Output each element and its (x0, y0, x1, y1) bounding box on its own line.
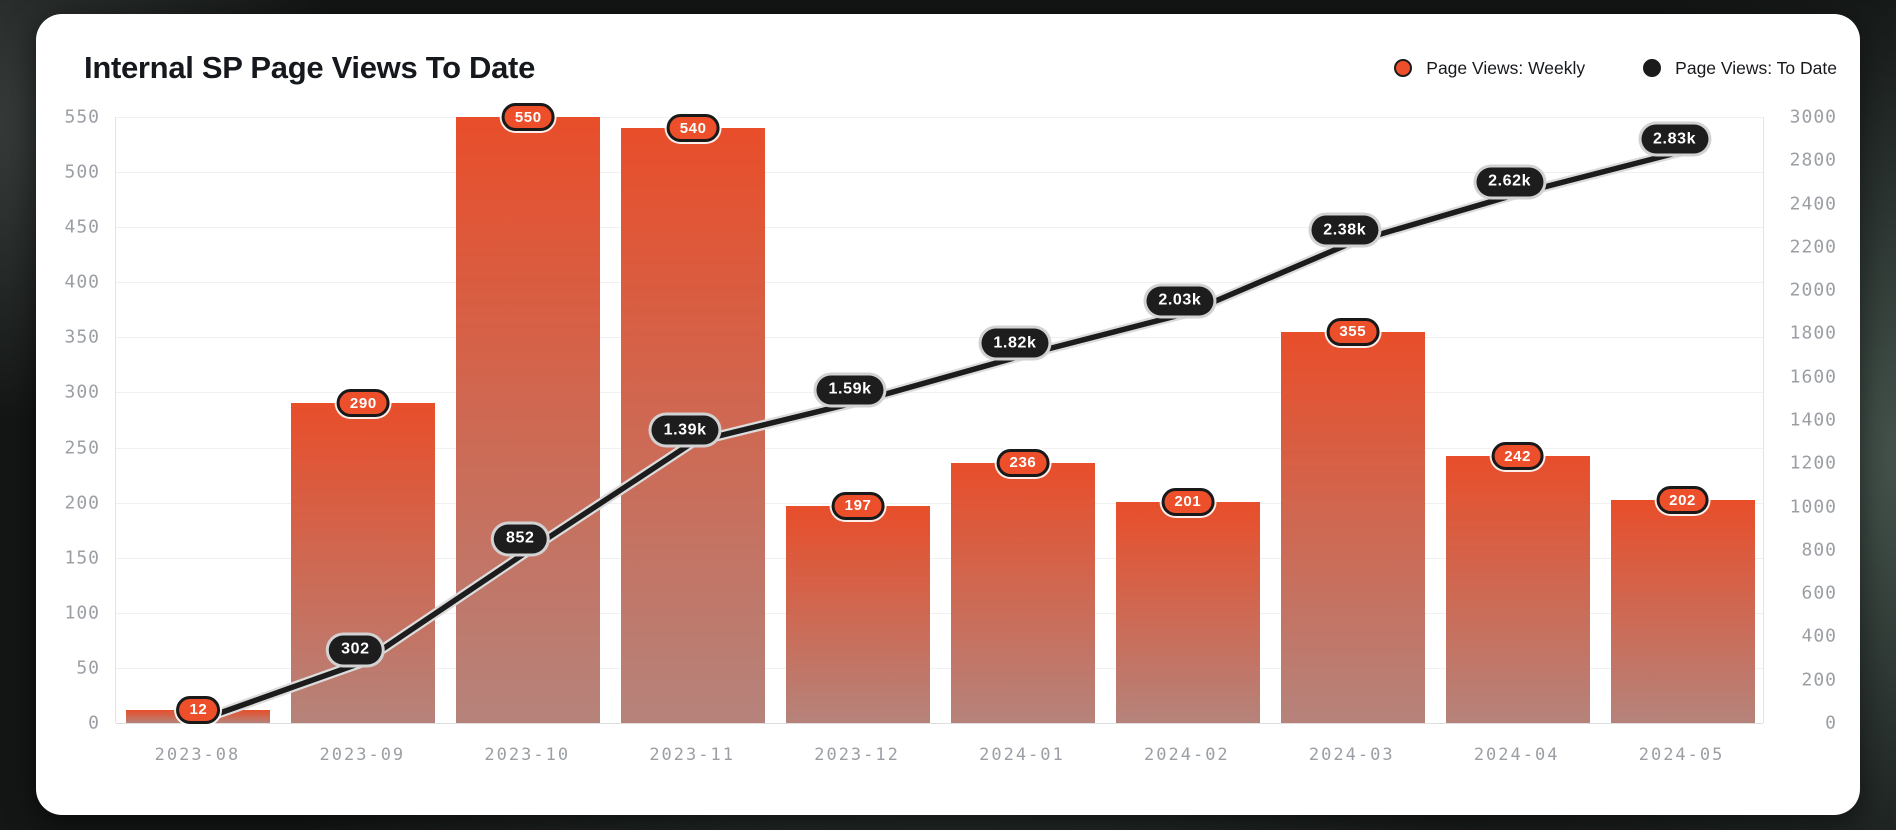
left-axis-tick: 550 (64, 106, 100, 128)
line-point-badge: 2.03k (1146, 286, 1214, 316)
chart-card: Internal SP Page Views To Date Page View… (36, 14, 1860, 815)
left-axis-tick: 350 (64, 326, 100, 348)
legend-item-todate[interactable]: Page Views: To Date (1643, 58, 1837, 79)
right-axis-tick: 400 (1801, 625, 1837, 647)
right-axis-tick: 2200 (1789, 236, 1837, 258)
right-axis-tick: 1800 (1789, 322, 1837, 344)
right-axis-tick: 2400 (1789, 193, 1837, 215)
right-axis-tick: 200 (1801, 669, 1837, 691)
bar-2024-02[interactable] (1115, 501, 1260, 723)
bar-2024-03[interactable] (1280, 331, 1425, 723)
legend-item-weekly[interactable]: Page Views: Weekly (1394, 58, 1585, 79)
bar-value-badge: 236 (996, 448, 1050, 477)
left-axis-tick: 300 (64, 381, 100, 403)
left-axis-tick: 450 (64, 216, 100, 238)
right-axis-tick: 2000 (1789, 279, 1837, 301)
bar-value-badge: 12 (176, 695, 221, 724)
line-point-badge: 1.82k (981, 328, 1049, 358)
left-axis-tick: 100 (64, 602, 100, 624)
right-axis-tick: 1000 (1789, 496, 1837, 518)
x-axis-tick: 2024-03 (1308, 745, 1395, 765)
chart-area: 550 500 450 400 350 300 250 200 150 100 50 0 3000 28… (36, 14, 1860, 815)
chart-header: Internal SP Page Views To Date Page View… (60, 44, 1837, 92)
x-axis-tick: 2024-05 (1638, 745, 1725, 765)
left-axis-tick: 500 (64, 161, 100, 183)
right-axis-tick: 1200 (1789, 452, 1837, 474)
x-axis-tick: 2023-09 (319, 745, 406, 765)
x-axis-tick: 2023-10 (484, 745, 571, 765)
line-point-badge: 2.83k (1641, 124, 1709, 154)
bar-value-badge: 201 (1161, 487, 1215, 516)
left-axis-tick: 250 (64, 437, 100, 459)
x-axis-tick: 2024-04 (1473, 745, 1560, 765)
right-axis-tick: 2800 (1789, 149, 1837, 171)
line-point-badge: 1.59k (816, 375, 884, 405)
bar-value-badge: 202 (1656, 486, 1709, 515)
bar-2024-04[interactable] (1445, 456, 1590, 723)
bar-value-badge: 197 (831, 491, 885, 520)
right-axis-tick: 600 (1801, 582, 1837, 604)
gridline (116, 282, 1763, 284)
chart-title: Internal SP Page Views To Date (84, 50, 536, 85)
bar-value-badge: 355 (1326, 317, 1380, 346)
right-axis-tick: 800 (1801, 539, 1837, 561)
right-axis-tick: 1400 (1789, 409, 1837, 431)
bar-2024-05[interactable] (1610, 500, 1755, 723)
line-point-badge: 302 (329, 635, 382, 665)
right-axis-tick: 3000 (1789, 106, 1837, 128)
left-axis-tick: 200 (64, 492, 100, 514)
bar-value-badge: 290 (336, 389, 390, 418)
right-axis-tick: 0 (1825, 712, 1837, 734)
line-point-badge: 2.62k (1476, 167, 1544, 197)
legend: Page Views: Weekly Page Views: To Date (1394, 58, 1837, 79)
x-axis-tick: 2024-01 (979, 745, 1065, 765)
bar-2024-01[interactable] (950, 462, 1095, 723)
line-point-badge: 1.39k (651, 415, 719, 445)
x-axis-tick: 2024-02 (1144, 745, 1230, 765)
gridline (116, 337, 1763, 339)
bar-2023-10[interactable] (456, 117, 601, 723)
x-axis-tick: 2023-08 (154, 745, 241, 765)
bar-value-badge: 540 (666, 114, 720, 143)
left-axis-tick: 400 (64, 271, 100, 293)
gridline (116, 227, 1763, 229)
bar-2023-12[interactable] (786, 505, 931, 723)
x-axis-tick: 2023-11 (649, 745, 735, 765)
bar-value-badge: 242 (1491, 442, 1545, 471)
right-axis: 3000 2800 2400 2200 2000 1800 1600 1400 1200 1000… (1747, 107, 1837, 734)
x-axis-tick: 2023-12 (814, 745, 900, 765)
left-axis: 550 500 450 400 350 300 250 200 150 100 50 0 (36, 107, 100, 734)
legend-todate-label: Page Views: To Date (1675, 57, 1837, 78)
gridline (116, 117, 1763, 118)
gridline (116, 723, 1763, 724)
right-axis-tick: 1600 (1789, 366, 1837, 388)
left-axis-tick: 50 (76, 657, 100, 679)
legend-weekly-label: Page Views: Weekly (1426, 57, 1586, 78)
plot-area: 12 290 550 540 197 236 201 355 242 202 302 852 1.39k… (115, 103, 1764, 726)
left-axis-tick: 0 (88, 712, 100, 734)
line-point-badge: 2.38k (1311, 215, 1379, 245)
legend-weekly-dot-icon (1394, 59, 1413, 77)
x-axis: 2023-08 2023-09 2023-10 2023-11 2023-12 2024-… (115, 745, 1764, 769)
line-point-badge: 852 (494, 524, 547, 554)
left-axis-tick: 150 (64, 547, 100, 569)
bar-2023-09[interactable] (291, 403, 436, 723)
bar-value-badge: 550 (501, 103, 555, 131)
legend-todate-dot-icon (1643, 59, 1662, 77)
